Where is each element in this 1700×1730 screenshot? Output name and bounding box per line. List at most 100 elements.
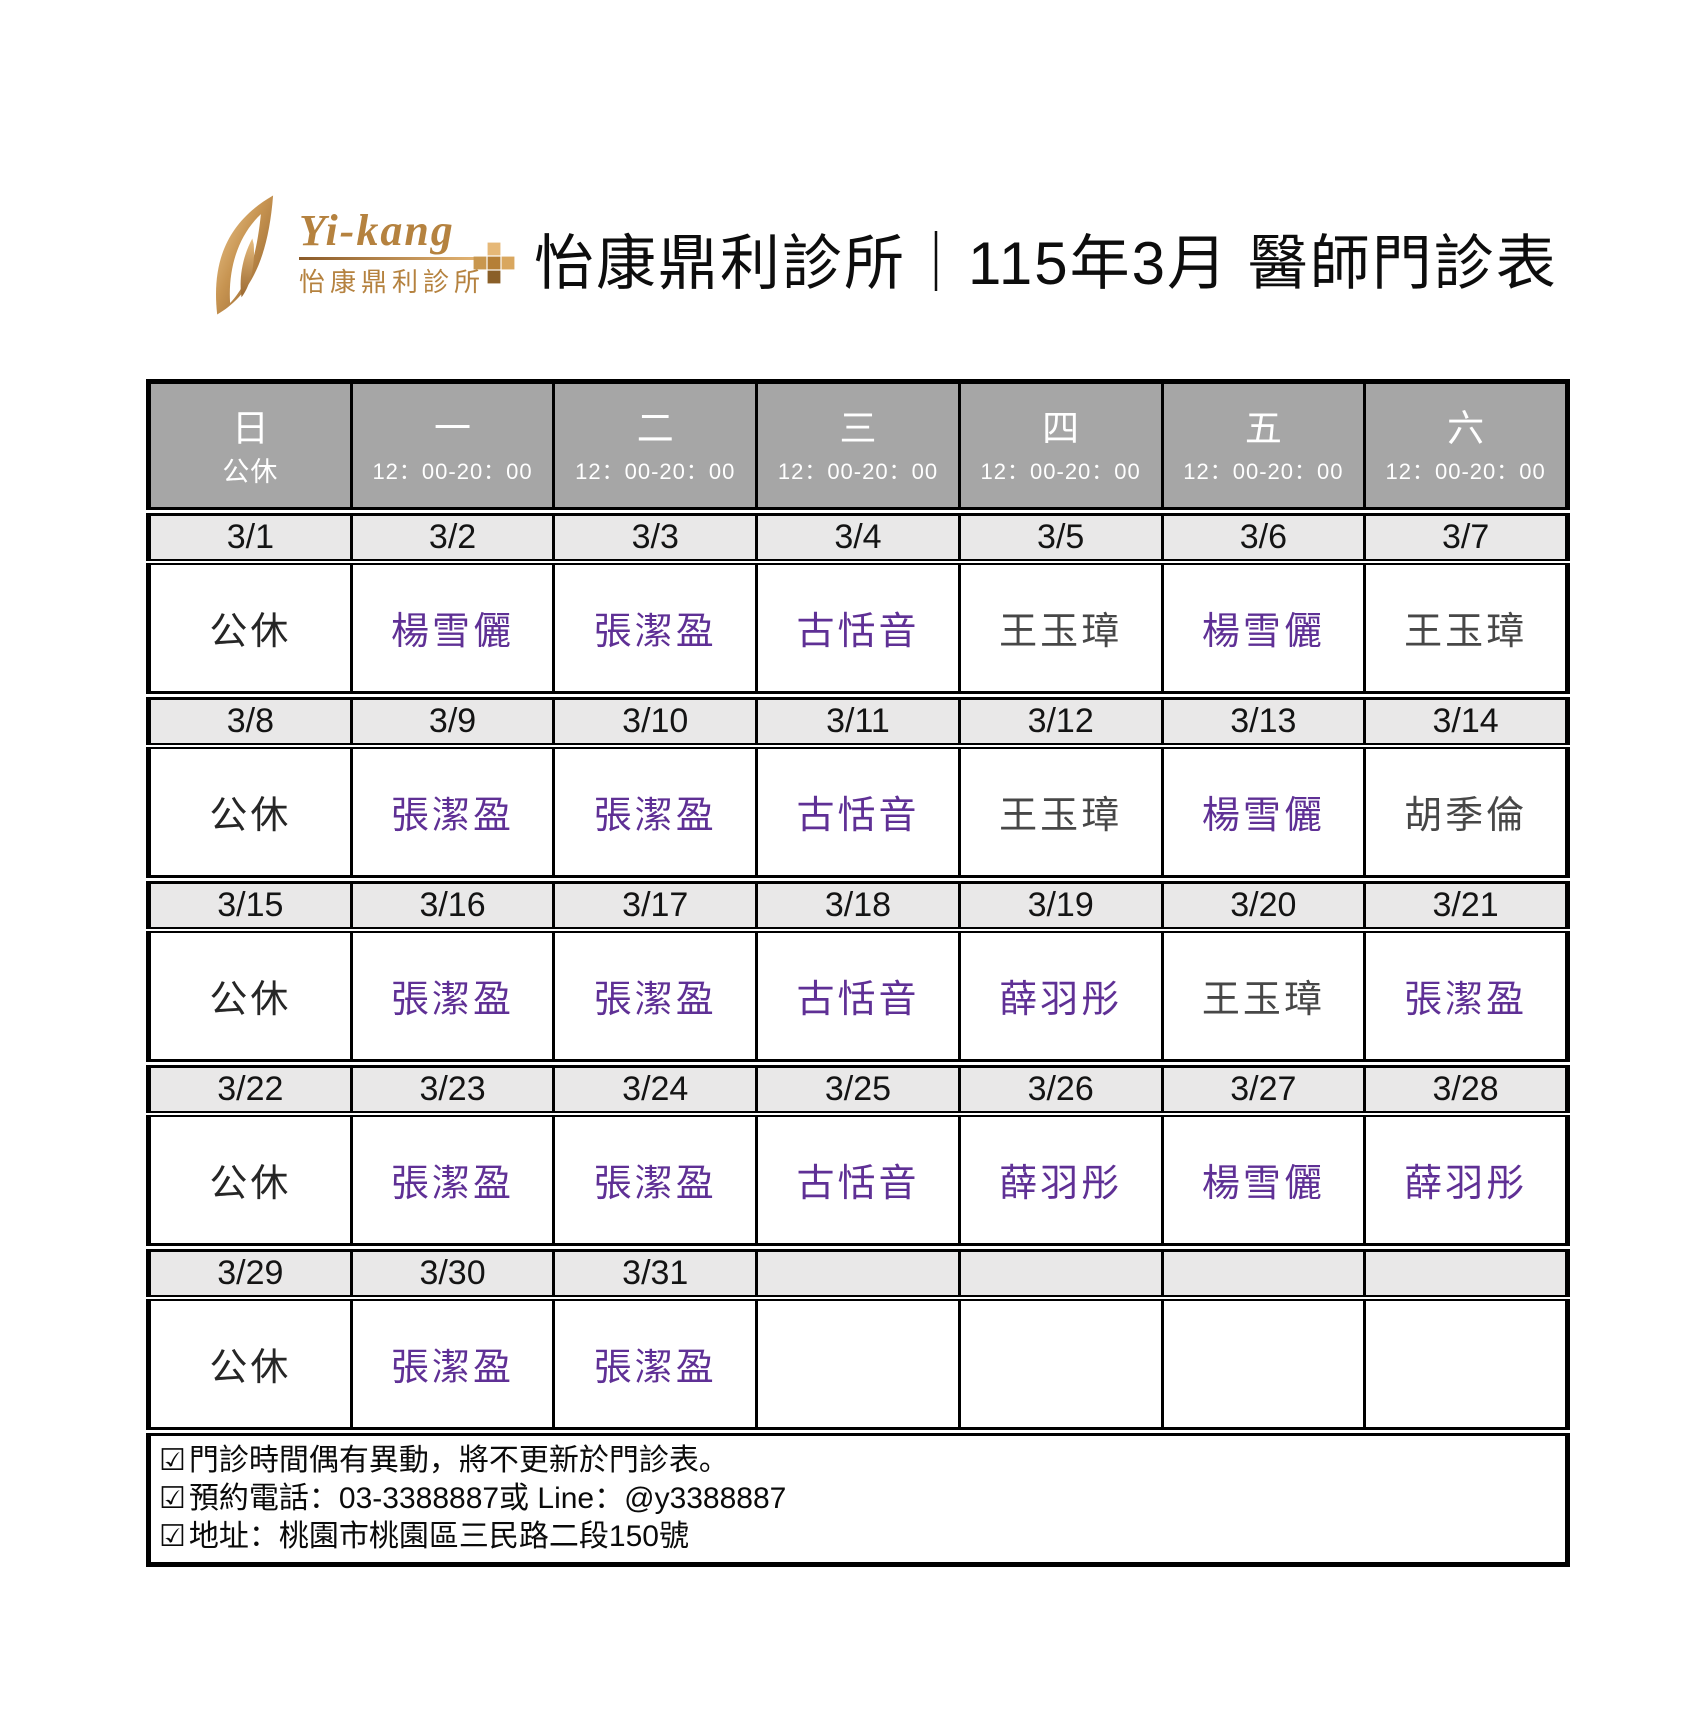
doctor-cell: 王玉璋 xyxy=(957,745,1164,880)
page-title: 怡康鼎利診所｜115年3月 醫師門診表 xyxy=(534,230,1558,297)
date-cell: 3/19 xyxy=(957,875,1164,933)
date-cell: 3/8 xyxy=(147,691,353,749)
doctor-cell: 張潔盈 xyxy=(349,929,556,1064)
doctor-cell: 張潔盈 xyxy=(552,1113,759,1248)
clinic-hours-label: 12：00-20：00 xyxy=(1183,458,1344,484)
doctor-cell: 古恬音 xyxy=(755,1113,961,1248)
doctor-cell: 公休 xyxy=(147,1297,353,1432)
doctor-row-week3: 公休 張潔盈 張潔盈 古恬音 薛羽彤 王玉璋 張潔盈 xyxy=(147,929,1569,1064)
doctor-cell: 楊雪儷 xyxy=(1160,745,1367,880)
date-cell: 3/11 xyxy=(755,691,961,749)
column-header-monday: 一 12：00-20：00 xyxy=(349,381,556,516)
clinic-hours-label: 12：00-20：00 xyxy=(980,458,1141,484)
checkbox-icon: ☑ xyxy=(159,1520,186,1553)
date-cell: 3/18 xyxy=(755,875,961,933)
logo-script-text: Yi-kang xyxy=(299,206,455,255)
doctor-cell: 公休 xyxy=(147,1113,353,1248)
clinic-hours-label: 12：00-20：00 xyxy=(372,458,533,484)
doctor-cell: 胡季倫 xyxy=(1363,745,1569,880)
doctor-cell: 楊雪儷 xyxy=(1160,1113,1367,1248)
doctor-cell: 張潔盈 xyxy=(349,1297,556,1432)
doctor-cell: 楊雪儷 xyxy=(349,561,556,696)
doctor-cell: 張潔盈 xyxy=(552,745,759,880)
date-cell: 3/15 xyxy=(147,875,353,933)
clinic-hours-label: 12：00-20：00 xyxy=(575,458,736,484)
doctor-cell: 王玉璋 xyxy=(1160,929,1367,1064)
checkbox-icon: ☑ xyxy=(159,1482,186,1515)
doctor-cell: 薛羽彤 xyxy=(957,929,1164,1064)
date-cell: 3/31 xyxy=(552,1243,759,1301)
date-cell: 3/12 xyxy=(957,691,1164,749)
weekday-label: 日 xyxy=(231,407,269,449)
date-row-week3: 3/15 3/16 3/17 3/18 3/19 3/20 3/21 xyxy=(147,875,1569,933)
date-cell: 3/3 xyxy=(552,507,759,565)
doctor-cell: 張潔盈 xyxy=(552,1297,759,1432)
column-header-tuesday: 二 12：00-20：00 xyxy=(552,381,759,516)
doctor-cell: 張潔盈 xyxy=(552,929,759,1064)
doctor-cell xyxy=(957,1297,1164,1432)
column-header-sunday: 日 公休 xyxy=(147,381,353,516)
doctor-cell: 張潔盈 xyxy=(1363,929,1569,1064)
weekday-sublabel: 公休 xyxy=(222,456,279,487)
date-cell: 3/2 xyxy=(349,507,556,565)
note-line-schedule-change: ☑ 門診時間偶有異動，將不更新於門診表。 xyxy=(159,1442,1557,1480)
doctor-cell: 古恬音 xyxy=(755,929,961,1064)
date-row-week1: 3/1 3/2 3/3 3/4 3/5 3/6 3/7 xyxy=(147,507,1569,565)
doctor-cell xyxy=(1160,1297,1367,1432)
weekday-label: 四 xyxy=(1042,407,1080,449)
date-cell: 3/21 xyxy=(1363,875,1569,933)
clinic-hours-label: 12：00-20：00 xyxy=(1385,458,1546,484)
clinic-logo: Yi-kang 怡康鼎利診所 xyxy=(205,180,515,332)
note-line-phone: ☑ 預約電話：03-3388887或 Line：@y3388887 xyxy=(159,1480,1557,1518)
note-text: 預約電話：03-3388887或 Line：@y3388887 xyxy=(188,1482,787,1515)
doctor-cell: 古恬音 xyxy=(755,561,961,696)
doctor-cell: 古恬音 xyxy=(755,745,961,880)
date-cell xyxy=(1160,1243,1367,1301)
date-cell: 3/7 xyxy=(1363,507,1569,565)
date-cell: 3/30 xyxy=(349,1243,556,1301)
doctor-row-week2: 公休 張潔盈 張潔盈 古恬音 王玉璋 楊雪儷 胡季倫 xyxy=(147,745,1569,880)
date-cell: 3/10 xyxy=(552,691,759,749)
date-cell: 3/27 xyxy=(1160,1059,1367,1117)
date-cell xyxy=(755,1243,961,1301)
date-cell: 3/26 xyxy=(957,1059,1164,1117)
doctor-cell: 公休 xyxy=(147,929,353,1064)
date-cell: 3/28 xyxy=(1363,1059,1569,1117)
date-cell: 3/23 xyxy=(349,1059,556,1117)
date-cell: 3/14 xyxy=(1363,691,1569,749)
weekday-label: 五 xyxy=(1244,407,1282,449)
note-text: 門診時間偶有異動，將不更新於門診表。 xyxy=(188,1444,729,1477)
doctor-cell: 張潔盈 xyxy=(552,561,759,696)
clinic-hours-label: 12：00-20：00 xyxy=(777,458,939,484)
date-row-week4: 3/22 3/23 3/24 3/25 3/26 3/27 3/28 xyxy=(147,1059,1569,1117)
date-cell: 3/29 xyxy=(147,1243,353,1301)
schedule-table: 日 公休 一 12：00-20：00 二 12：00-20：00 三 12：00… xyxy=(146,379,1570,1567)
weekday-label: 二 xyxy=(636,407,674,449)
date-row-week5: 3/29 3/30 3/31 xyxy=(147,1243,1569,1301)
weekday-label: 三 xyxy=(839,407,877,449)
date-cell xyxy=(1363,1243,1569,1301)
date-cell: 3/4 xyxy=(755,507,961,565)
doctor-cell: 薛羽彤 xyxy=(1363,1113,1569,1248)
doctor-cell xyxy=(1363,1297,1569,1432)
notes-cell: ☑ 門診時間偶有異動，將不更新於門診表。 ☑ 預約電話：03-3388887或 Li… xyxy=(147,1427,1569,1565)
doctor-cell: 王玉璋 xyxy=(957,561,1164,696)
weekday-label: 一 xyxy=(434,407,472,449)
doctor-cell xyxy=(755,1297,961,1432)
date-cell: 3/24 xyxy=(552,1059,759,1117)
date-cell: 3/5 xyxy=(957,507,1164,565)
column-header-friday: 五 12：00-20：00 xyxy=(1160,381,1367,516)
doctor-cell: 公休 xyxy=(147,745,353,880)
date-row-week2: 3/8 3/9 3/10 3/11 3/12 3/13 3/14 xyxy=(147,691,1569,749)
doctor-cell: 楊雪儷 xyxy=(1160,561,1367,696)
doctor-cell: 張潔盈 xyxy=(349,1113,556,1248)
date-cell: 3/22 xyxy=(147,1059,353,1117)
column-header-thursday: 四 12：00-20：00 xyxy=(957,381,1164,516)
date-cell: 3/6 xyxy=(1160,507,1367,565)
doctor-row-week5: 公休 張潔盈 張潔盈 xyxy=(147,1297,1569,1432)
column-header-saturday: 六 12：00-20：00 xyxy=(1363,381,1569,516)
doctor-row-week1: 公休 楊雪儷 張潔盈 古恬音 王玉璋 楊雪儷 王玉璋 xyxy=(147,561,1569,696)
logo-text-block: Yi-kang 怡康鼎利診所 xyxy=(299,206,480,299)
weekday-label: 六 xyxy=(1447,407,1485,449)
